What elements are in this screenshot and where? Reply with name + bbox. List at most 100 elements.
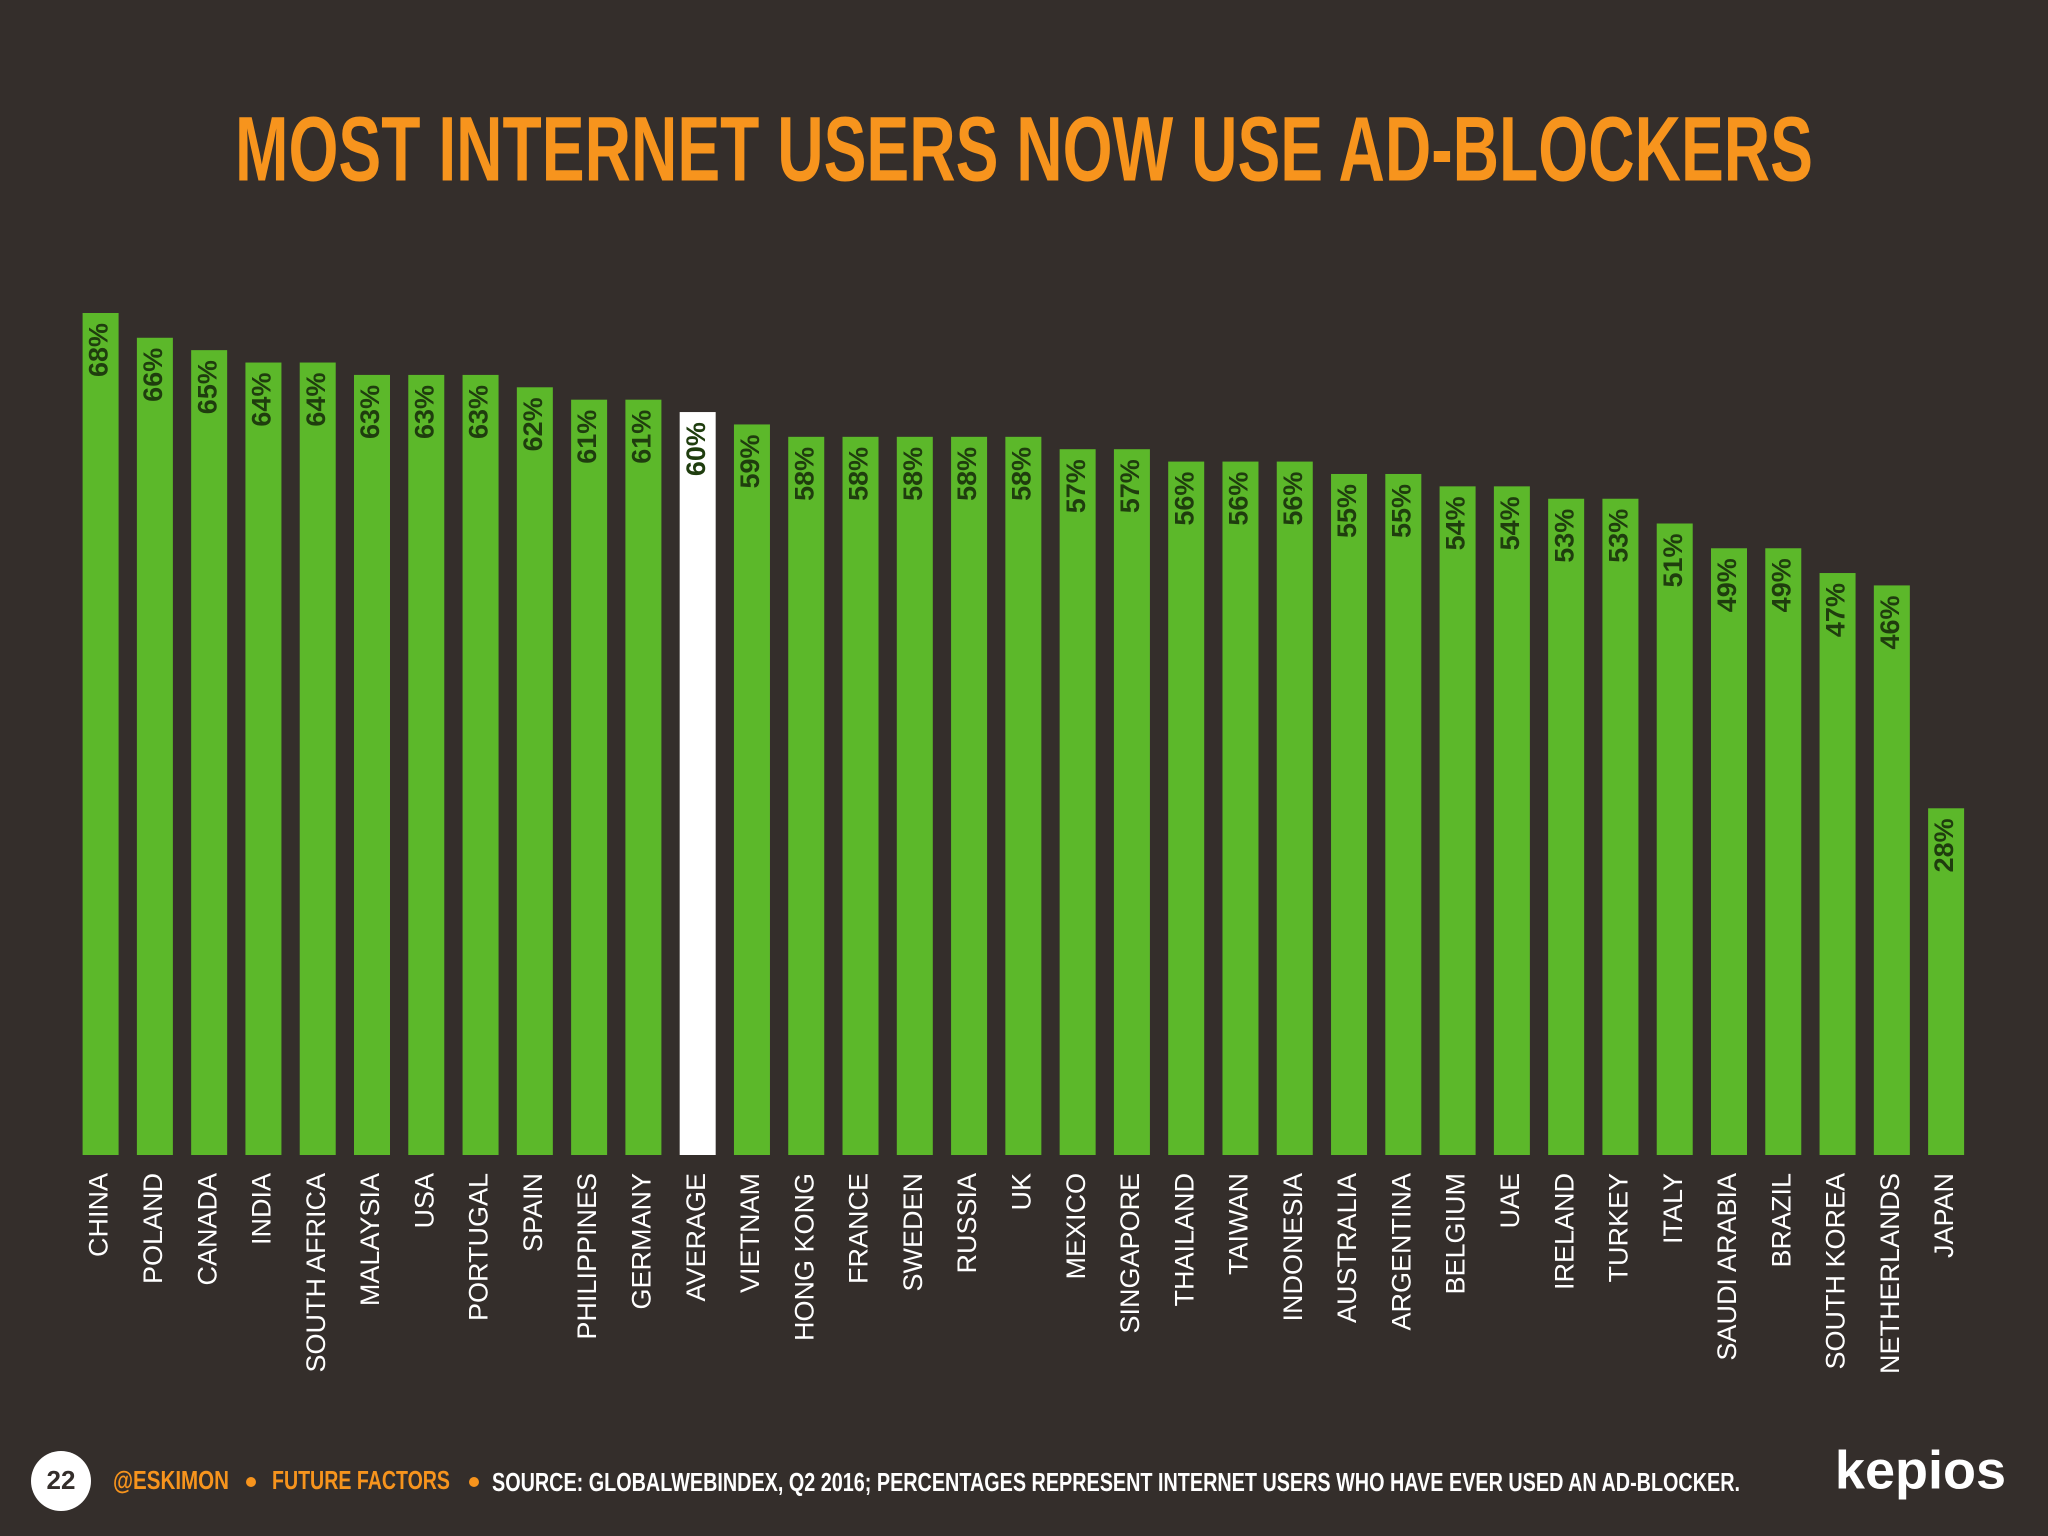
bar: [191, 350, 228, 1155]
page-badge: [31, 1451, 91, 1511]
bar: [679, 412, 716, 1155]
bar: [571, 399, 608, 1155]
x-tick-label: SOUTH AFRICA: [301, 1173, 331, 1373]
x-tick-label: INDONESIA: [1278, 1173, 1308, 1322]
footer-source: SOURCE: GLOBALWEBINDEX, Q2 2016; PERCENT…: [492, 1467, 1740, 1497]
x-tick-label: SAUDI ARABIA: [1712, 1173, 1742, 1361]
value-label: 62%: [518, 397, 548, 451]
x-tick-label: THAILAND: [1169, 1173, 1199, 1307]
x-tick-label: AUSTRALIA: [1332, 1173, 1362, 1323]
value-label: 56%: [1278, 472, 1308, 526]
footer-series: FUTURE FACTORS: [272, 1465, 450, 1495]
value-label: 49%: [1712, 558, 1742, 612]
x-tick-label: HONG KONG: [789, 1173, 819, 1341]
x-tick-label: UK: [1006, 1173, 1036, 1211]
value-label: 58%: [952, 447, 982, 501]
value-label: 64%: [247, 373, 277, 427]
value-label: 66%: [138, 348, 168, 402]
bar: [1765, 548, 1802, 1155]
value-label: 55%: [1332, 484, 1362, 538]
x-tick-label: JAPAN: [1929, 1173, 1959, 1258]
x-tick-label: IRELAND: [1549, 1173, 1579, 1290]
x-tick-label: ITALY: [1658, 1173, 1688, 1244]
footer-handle: @ESKIMON: [113, 1465, 229, 1495]
value-label: 58%: [898, 447, 928, 501]
x-tick-label: VIETNAM: [735, 1173, 765, 1293]
bar: [1168, 461, 1205, 1155]
value-label: 46%: [1875, 595, 1905, 649]
page-number: 22: [47, 1465, 76, 1495]
value-label: 53%: [1549, 509, 1579, 563]
value-label: 53%: [1604, 509, 1634, 563]
x-tick-label: UAE: [1495, 1173, 1525, 1229]
bar: [842, 436, 879, 1156]
bar: [1059, 449, 1096, 1155]
value-label: 51%: [1658, 534, 1688, 588]
bar: [1331, 473, 1368, 1155]
value-label: 49%: [1766, 558, 1796, 612]
value-label: 55%: [1386, 484, 1416, 538]
bar: [245, 362, 282, 1155]
bar: [516, 387, 553, 1155]
x-tick-label: TAIWAN: [1224, 1173, 1254, 1275]
bar: [408, 374, 445, 1156]
x-tick-label: SOUTH KOREA: [1821, 1173, 1851, 1370]
bar: [1493, 486, 1530, 1156]
x-tick-label: CANADA: [192, 1173, 222, 1286]
x-tick-label: MEXICO: [1061, 1173, 1091, 1280]
value-label: 61%: [627, 410, 657, 464]
x-tick-label: RUSSIA: [952, 1173, 982, 1274]
value-label: 58%: [789, 447, 819, 501]
value-label: 63%: [355, 385, 385, 439]
value-label: 68%: [84, 323, 114, 377]
bar: [625, 399, 662, 1155]
bar: [1548, 498, 1585, 1155]
x-tick-label: AVERAGE: [681, 1173, 711, 1302]
bar: [1005, 436, 1042, 1156]
x-tick-label: SPAIN: [518, 1173, 548, 1252]
x-tick-label: GERMANY: [627, 1173, 657, 1310]
bar: [1928, 808, 1965, 1155]
value-label: 54%: [1495, 496, 1525, 550]
bar: [1602, 498, 1639, 1155]
bar: [1439, 486, 1476, 1156]
x-tick-label: CHINA: [84, 1173, 114, 1257]
x-tick-label: POLAND: [138, 1173, 168, 1284]
value-label: 58%: [1006, 447, 1036, 501]
x-tick-label: BELGIUM: [1441, 1173, 1471, 1295]
bar: [82, 313, 119, 1155]
x-tick-label: MALAYSIA: [355, 1173, 385, 1306]
separator: [246, 1477, 256, 1487]
value-label: 60%: [681, 422, 711, 476]
bar: [1276, 461, 1313, 1155]
bar: [788, 436, 825, 1156]
bar: [354, 374, 390, 1156]
value-label: 54%: [1441, 496, 1471, 550]
value-label: 47%: [1821, 583, 1851, 637]
bar: [951, 436, 988, 1156]
x-tick-label: USA: [409, 1173, 439, 1229]
bar: [136, 337, 173, 1155]
x-tick-label: ARGENTINA: [1386, 1173, 1416, 1331]
value-label: 28%: [1929, 818, 1959, 872]
value-label: 65%: [192, 360, 222, 414]
bar: [1656, 523, 1693, 1155]
bar: [733, 424, 770, 1155]
bar: [1819, 573, 1856, 1155]
bar: [896, 436, 933, 1156]
x-tick-label: SWEDEN: [898, 1173, 928, 1292]
x-tick-label: PORTUGAL: [464, 1173, 494, 1321]
x-tick-label: FRANCE: [844, 1173, 874, 1284]
value-label: 56%: [1169, 472, 1199, 526]
bar: [1385, 473, 1422, 1155]
bar: [299, 362, 336, 1155]
value-label: 64%: [301, 373, 331, 427]
value-label: 59%: [735, 434, 765, 488]
bar: [1873, 585, 1910, 1155]
value-label: 58%: [844, 447, 874, 501]
separator: [469, 1477, 479, 1487]
value-label: 63%: [464, 385, 494, 439]
value-label: 57%: [1115, 459, 1145, 513]
x-tick-label: BRAZIL: [1766, 1173, 1796, 1268]
